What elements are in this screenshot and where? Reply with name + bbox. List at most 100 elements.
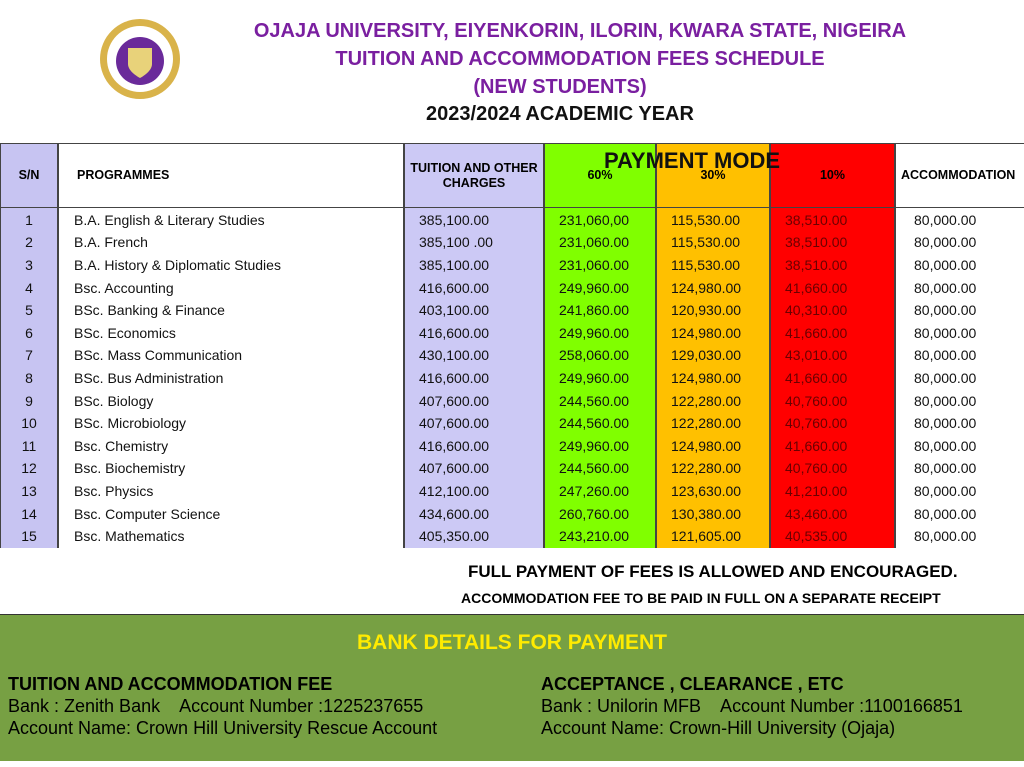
bank-line: Account Name: Crown Hill University Resc…: [8, 718, 438, 738]
table-cell: 434,600.00: [404, 501, 544, 526]
column-header: S/N: [0, 143, 58, 208]
bank-title: BANK DETAILS FOR PAYMENT: [357, 631, 667, 654]
table-cell: 231,060.00: [544, 230, 656, 255]
table-cell: 80,000.00: [895, 366, 1024, 390]
table-cell: Bsc. Physics: [58, 479, 404, 503]
table-cell: 407,600.00: [404, 411, 544, 435]
table-cell: 241,860.00: [544, 298, 656, 322]
table-cell: 41,660.00: [770, 434, 895, 458]
header-line: (NEW STUDENTS): [473, 76, 647, 98]
table-cell: 7: [0, 343, 58, 368]
table-cell: 385,100.00: [404, 253, 544, 277]
table-cell: 10: [0, 411, 58, 435]
table-cell: 43,460.00: [770, 501, 895, 526]
column-header: 10%: [770, 143, 895, 208]
table-cell: B.A. English & Literary Studies: [58, 208, 404, 232]
table-cell: 15: [0, 524, 58, 548]
logo: [100, 19, 180, 99]
table-cell: 40,760.00: [770, 456, 895, 481]
table-cell: 416,600.00: [404, 366, 544, 390]
table-cell: BSc. Mass Communication: [58, 343, 404, 368]
table-cell: 385,100.00: [404, 208, 544, 232]
table-cell: 122,280.00: [656, 456, 770, 481]
table-cell: 123,630.00: [656, 479, 770, 503]
header-line: OJAJA UNIVERSITY, EIYENKORIN, ILORIN, KW…: [253, 20, 907, 42]
table-cell: 41,210.00: [770, 479, 895, 503]
table-cell: 407,600.00: [404, 456, 544, 481]
table-cell: 121,605.00: [656, 524, 770, 548]
table-cell: 407,600.00: [404, 388, 544, 413]
table-cell: 231,060,00: [544, 208, 656, 232]
table-cell: 41,660.00: [770, 321, 895, 345]
table-cell: 249,960.00: [544, 434, 656, 458]
table-cell: 80,000.00: [895, 411, 1024, 435]
note: FULL PAYMENT OF FEES IS ALLOWED AND ENCO…: [468, 562, 958, 581]
table-cell: 80,000.00: [895, 343, 1024, 368]
table-cell: B.A. French: [58, 230, 404, 255]
table-cell: 120,930.00: [656, 298, 770, 322]
table-cell: 38,510.00: [770, 253, 895, 277]
table-cell: 244,560.00: [544, 456, 656, 481]
table-cell: 40,310.00: [770, 298, 895, 322]
table-cell: 80,000.00: [895, 208, 1024, 232]
table-cell: 247,260.00: [544, 479, 656, 503]
table-cell: 244,560.00: [544, 388, 656, 413]
table-cell: 115,530.00: [656, 208, 770, 232]
bank-line: Bank : Unilorin MFB Account Number :1100…: [541, 696, 963, 716]
table-cell: 13: [0, 479, 58, 503]
table-cell: 80,000.00: [895, 388, 1024, 413]
table-cell: 244,560.00: [544, 411, 656, 435]
table-cell: 1: [0, 208, 58, 232]
table-cell: 260,760.00: [544, 501, 656, 526]
table-cell: 249,960.00: [544, 321, 656, 345]
bank-line: Account Name: Crown-Hill University (Oja…: [541, 718, 896, 738]
column-header: 60%: [544, 143, 656, 208]
table-cell: 430,100.00: [404, 343, 544, 368]
table-cell: Bsc. Chemistry: [58, 434, 404, 458]
note: ACCOMMODATION FEE TO BE PAID IN FULL ON …: [461, 590, 941, 606]
table-cell: Bsc. Accounting: [58, 275, 404, 300]
table-cell: 122,280.00: [656, 411, 770, 435]
table-cell: BSc. Bus Administration: [58, 366, 404, 390]
table-cell: 130,380.00: [656, 501, 770, 526]
table-cell: 38,510.00: [770, 208, 895, 232]
column-header: TUITION AND OTHER CHARGES: [404, 143, 544, 208]
table-cell: 416,600.00: [404, 434, 544, 458]
table-cell: 80,000.00: [895, 479, 1024, 503]
table-cell: 249,960.00: [544, 366, 656, 390]
table-cell: 6: [0, 321, 58, 345]
table-cell: 243,210.00: [544, 524, 656, 548]
table-cell: Bsc. Computer Science: [58, 501, 404, 526]
table-cell: 40,760.00: [770, 411, 895, 435]
table-cell: 14: [0, 501, 58, 526]
table-cell: 258,060.00: [544, 343, 656, 368]
table-cell: 5: [0, 298, 58, 322]
table-cell: 12: [0, 456, 58, 481]
table-cell: 129,030.00: [656, 343, 770, 368]
table-cell: 40,760.00: [770, 388, 895, 413]
table-cell: 41,660.00: [770, 366, 895, 390]
table-cell: 80,000.00: [895, 230, 1024, 255]
table-cell: 124,980.00: [656, 366, 770, 390]
table-cell: 80,000.00: [895, 434, 1024, 458]
table-cell: 80,000.00: [895, 275, 1024, 300]
table-cell: 231,060.00: [544, 253, 656, 277]
table-cell: 80,000.00: [895, 524, 1024, 548]
table-cell: 80,000.00: [895, 501, 1024, 526]
column-header: 30%: [656, 143, 770, 208]
column-header: PROGRAMMES: [58, 143, 404, 208]
table-cell: 124,980.00: [656, 434, 770, 458]
table-cell: 3: [0, 253, 58, 277]
table-cell: 11: [0, 434, 58, 458]
table-cell: 2: [0, 230, 58, 255]
column-header: ACCOMMODATION: [895, 143, 1024, 208]
table-cell: 38,510.00: [770, 230, 895, 255]
table-cell: 115,530.00: [656, 253, 770, 277]
table-cell: Bsc. Biochemistry: [58, 456, 404, 481]
table-cell: 385,100 .00: [404, 230, 544, 255]
table-cell: 41,660.00: [770, 275, 895, 300]
header-line: TUITION AND ACCOMMODATION FEES SCHEDULE: [335, 48, 825, 70]
table-cell: 43,010.00: [770, 343, 895, 368]
payment-mode: PAYMENT MODE: [604, 148, 781, 173]
